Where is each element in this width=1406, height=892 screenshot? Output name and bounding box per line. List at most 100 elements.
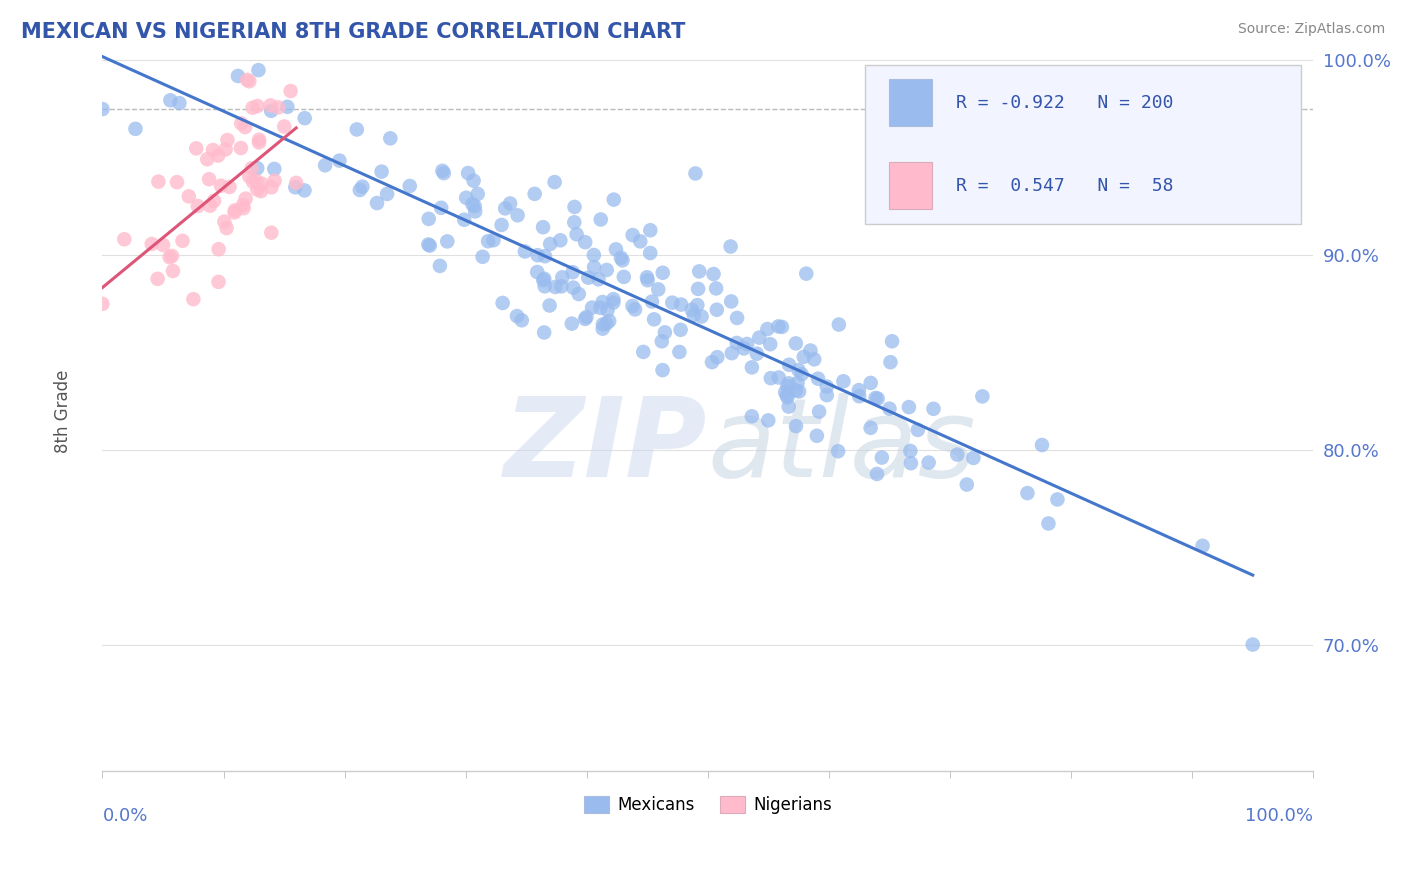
Point	[461, 197, 484, 211]
Point	[595, 317, 617, 331]
Point	[759, 371, 782, 385]
Point	[803, 352, 825, 367]
Point	[534, 249, 557, 263]
Point	[706, 302, 728, 317]
Point	[598, 314, 620, 328]
Point	[202, 194, 225, 208]
Point	[1046, 492, 1069, 507]
Point	[683, 308, 706, 322]
Text: MEXICAN VS NIGERIAN 8TH GRADE CORRELATION CHART: MEXICAN VS NIGERIAN 8TH GRADE CORRELATIO…	[21, 22, 686, 42]
Point	[159, 93, 181, 107]
Point	[246, 161, 269, 176]
Point	[201, 143, 224, 157]
Point	[612, 253, 634, 268]
Point	[231, 116, 253, 130]
Point	[238, 74, 260, 88]
Point	[946, 448, 969, 462]
Point	[592, 321, 614, 335]
Point	[638, 246, 661, 260]
Point	[247, 63, 270, 78]
Point	[786, 376, 808, 390]
Point	[778, 358, 800, 372]
Point	[544, 280, 567, 294]
Point	[457, 166, 479, 180]
Point	[900, 456, 922, 470]
Point	[725, 310, 748, 325]
Text: atlas: atlas	[707, 393, 977, 500]
Point	[741, 409, 763, 424]
Text: 0.0%: 0.0%	[103, 807, 148, 825]
Point	[880, 334, 903, 349]
Point	[704, 281, 727, 295]
Point	[246, 182, 269, 196]
Point	[605, 243, 627, 257]
Text: R = -0.922   N = 200: R = -0.922 N = 200	[956, 94, 1174, 112]
Point	[582, 248, 605, 262]
Point	[526, 248, 548, 262]
Point	[640, 223, 662, 237]
Point	[260, 103, 283, 118]
Point	[790, 368, 813, 382]
Point	[346, 122, 368, 136]
Point	[624, 302, 647, 317]
Point	[172, 234, 194, 248]
Point	[741, 360, 763, 375]
Point	[602, 295, 624, 310]
Point	[432, 164, 454, 178]
Point	[506, 208, 529, 222]
Point	[453, 212, 475, 227]
Point	[456, 191, 478, 205]
Legend: Mexicans, Nigerians: Mexicans, Nigerians	[578, 789, 838, 821]
Point	[568, 287, 591, 301]
Point	[187, 199, 209, 213]
Point	[294, 111, 316, 125]
Point	[770, 320, 793, 334]
Point	[217, 133, 239, 147]
Point	[198, 199, 221, 213]
Point	[433, 166, 456, 180]
Point	[574, 312, 596, 326]
Point	[815, 388, 838, 402]
Point	[776, 379, 799, 393]
Point	[669, 323, 692, 337]
Point	[294, 183, 316, 197]
Point	[436, 235, 458, 249]
Point	[725, 335, 748, 350]
Point	[793, 350, 815, 364]
Point	[328, 153, 350, 168]
Point	[250, 177, 273, 191]
Point	[561, 317, 583, 331]
Point	[561, 265, 583, 279]
Point	[799, 343, 821, 358]
Point	[592, 318, 614, 332]
Point	[260, 180, 283, 194]
Point	[706, 350, 728, 364]
Point	[651, 266, 673, 280]
Point	[575, 310, 598, 324]
Point	[533, 272, 555, 286]
Point	[806, 429, 828, 443]
Point	[209, 178, 232, 193]
Point	[238, 169, 260, 184]
Point	[865, 391, 887, 405]
Point	[787, 363, 810, 377]
Point	[907, 423, 929, 437]
Point	[756, 322, 779, 336]
Point	[246, 99, 269, 113]
Point	[776, 388, 799, 402]
Point	[870, 450, 893, 465]
Point	[543, 175, 565, 189]
Point	[785, 336, 807, 351]
Point	[218, 180, 240, 194]
Point	[643, 312, 665, 326]
Point	[510, 313, 533, 327]
Point	[898, 444, 921, 458]
Point	[637, 273, 659, 287]
Text: ZIP: ZIP	[505, 393, 707, 500]
Point	[859, 421, 882, 435]
Point	[370, 164, 392, 178]
Point	[1031, 438, 1053, 452]
Point	[1038, 516, 1060, 531]
Point	[879, 355, 901, 369]
Text: 100.0%: 100.0%	[1246, 807, 1313, 825]
